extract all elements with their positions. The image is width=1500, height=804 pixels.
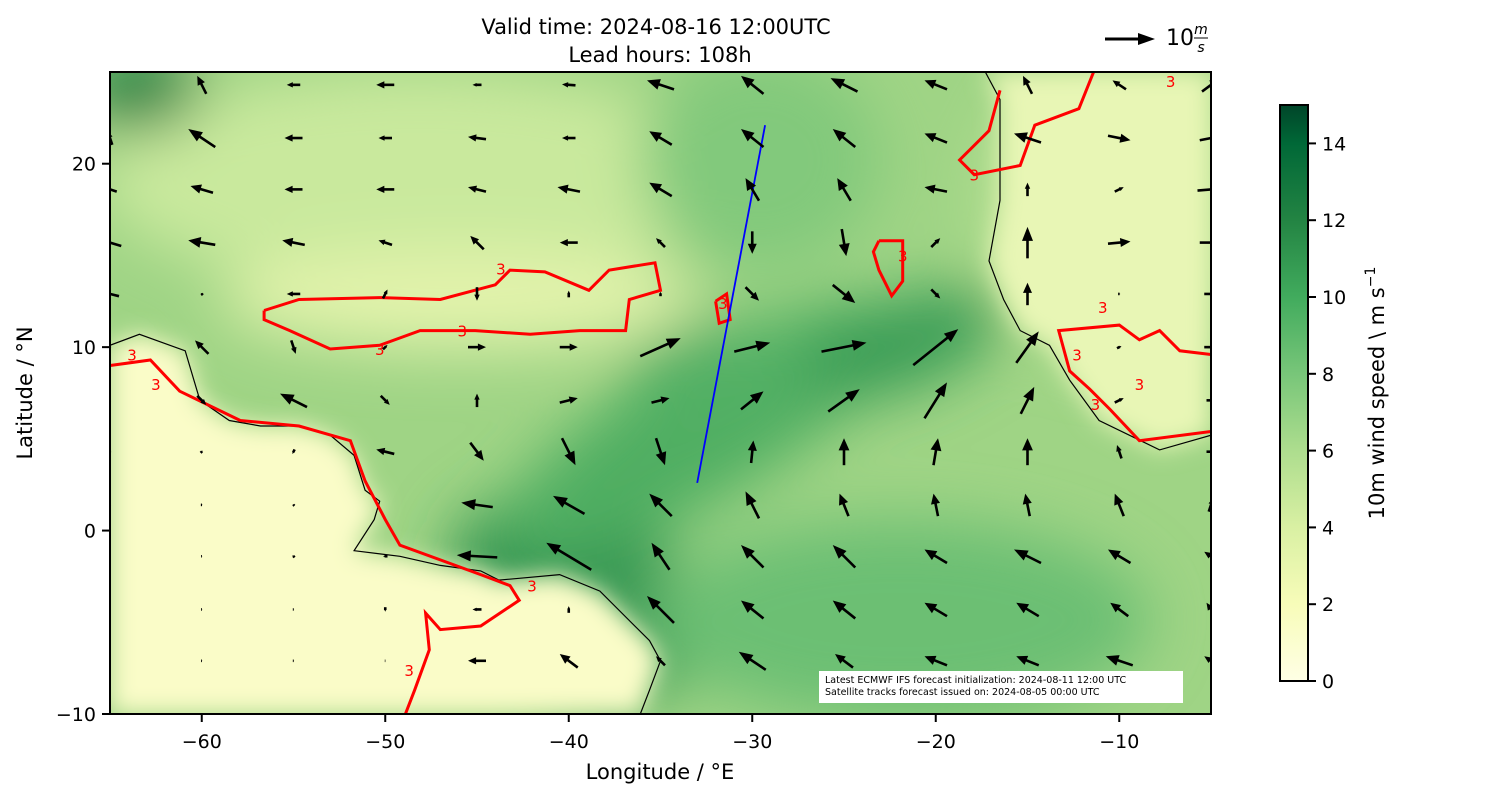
colorbar-tick-label: 8 <box>1322 364 1334 386</box>
y-tick-label: 20 <box>72 154 96 176</box>
x-tick-label: −40 <box>549 731 589 753</box>
y-axis-label: Latitude / °N <box>13 326 37 459</box>
y-tick-label: −10 <box>56 704 96 726</box>
colorbar-tick-label: 2 <box>1322 594 1334 616</box>
contour-label: 3 <box>458 323 468 341</box>
contour-label: 3 <box>375 341 385 359</box>
contour-label: 3 <box>127 346 137 364</box>
colorbar-label: 10m wind speed \ m s−1 <box>1363 267 1389 520</box>
colorbar-tick-label: 6 <box>1322 441 1334 463</box>
title: Valid time: 2024-08-16 12:00UTC Lead hou… <box>481 15 830 67</box>
colorbar-tick-label: 4 <box>1322 517 1334 539</box>
colorbar-ticks: 0 2 4 6 8 10 12 14 <box>1308 133 1346 693</box>
colorbar-tick-label: 14 <box>1322 133 1346 155</box>
colorbar: 0 2 4 6 8 10 12 14 10m wind speed \ m s−1 <box>1280 105 1389 693</box>
contour-label: 3 <box>1091 396 1101 414</box>
contour-label: 3 <box>1135 376 1145 394</box>
quiver-key-unit-den: s <box>1197 40 1204 56</box>
contour-label: 3 <box>496 260 506 278</box>
contour-label: 3 <box>898 247 908 265</box>
contour-label: 3 <box>1166 73 1176 91</box>
y-tick-label: 10 <box>72 337 96 359</box>
contour-label: 3 <box>1072 346 1082 364</box>
x-tick-label: −10 <box>1099 731 1139 753</box>
colorbar-tick-label: 10 <box>1322 287 1346 309</box>
forecast-annotation: Latest ECMWF IFS forecast initialization… <box>819 671 1183 703</box>
colorbar-gradient <box>1280 105 1308 681</box>
contour-label: 3 <box>1098 299 1108 317</box>
contour-label: 3 <box>970 167 980 185</box>
contour-label: 3 <box>151 376 161 394</box>
y-axis-ticks: −10 0 10 20 <box>56 154 110 726</box>
title-lead-hours: Lead hours: 108h <box>568 43 751 67</box>
annotation-track-issue: Satellite tracks forecast issued on: 202… <box>825 687 1100 698</box>
x-axis-ticks: −60 −50 −40 −30 −20 −10 <box>182 714 1140 753</box>
colorbar-tick-label: 12 <box>1322 210 1346 232</box>
title-valid-time: Valid time: 2024-08-16 12:00UTC <box>481 15 830 39</box>
x-tick-label: −30 <box>732 731 772 753</box>
colorbar-tick-label: 0 <box>1322 671 1334 693</box>
contour-label: 3 <box>527 578 537 596</box>
y-tick-label: 0 <box>84 521 96 543</box>
x-tick-label: −60 <box>182 731 222 753</box>
quiver-key-arrow-icon <box>1138 33 1155 45</box>
quiver-key: 10 m s <box>1105 22 1208 56</box>
x-tick-label: −20 <box>916 731 956 753</box>
contour-label: 3 <box>404 662 414 680</box>
annotation-init-time: Latest ECMWF IFS forecast initialization… <box>825 675 1126 686</box>
contour-label: 3 <box>718 295 728 313</box>
x-tick-label: −50 <box>365 731 405 753</box>
x-axis-label: Longitude / °E <box>586 760 735 784</box>
quiver-key-value: 10 <box>1166 26 1194 51</box>
quiver-key-unit-num: m <box>1194 22 1208 38</box>
